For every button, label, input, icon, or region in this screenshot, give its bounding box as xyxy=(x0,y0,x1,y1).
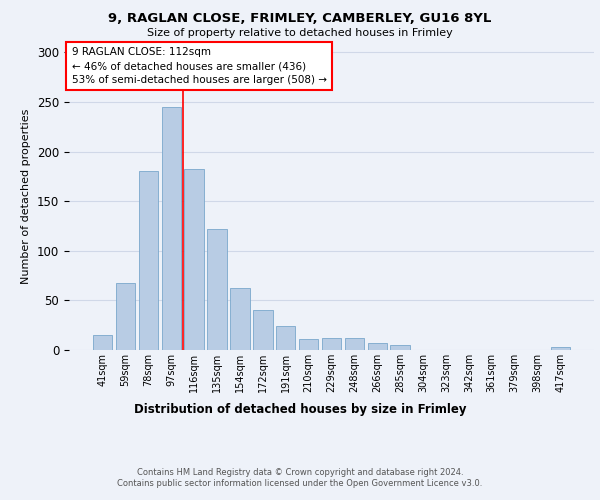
Y-axis label: Number of detached properties: Number of detached properties xyxy=(22,108,31,284)
Bar xyxy=(161,107,181,350)
Bar xyxy=(299,339,319,350)
Bar xyxy=(344,338,364,350)
Bar xyxy=(276,326,295,350)
Text: Size of property relative to detached houses in Frimley: Size of property relative to detached ho… xyxy=(147,28,453,38)
Bar xyxy=(116,282,135,350)
Bar xyxy=(322,338,341,350)
Bar xyxy=(230,288,250,350)
Text: Distribution of detached houses by size in Frimley: Distribution of detached houses by size … xyxy=(134,402,466,415)
Bar xyxy=(93,335,112,350)
Bar xyxy=(551,347,570,350)
Text: Contains HM Land Registry data © Crown copyright and database right 2024.
Contai: Contains HM Land Registry data © Crown c… xyxy=(118,468,482,487)
Bar xyxy=(368,343,387,350)
Bar xyxy=(208,229,227,350)
Bar xyxy=(184,170,204,350)
Bar xyxy=(139,172,158,350)
Bar xyxy=(391,345,410,350)
Text: 9 RAGLAN CLOSE: 112sqm
← 46% of detached houses are smaller (436)
53% of semi-de: 9 RAGLAN CLOSE: 112sqm ← 46% of detached… xyxy=(71,47,326,85)
Text: 9, RAGLAN CLOSE, FRIMLEY, CAMBERLEY, GU16 8YL: 9, RAGLAN CLOSE, FRIMLEY, CAMBERLEY, GU1… xyxy=(109,12,491,26)
Bar xyxy=(253,310,272,350)
